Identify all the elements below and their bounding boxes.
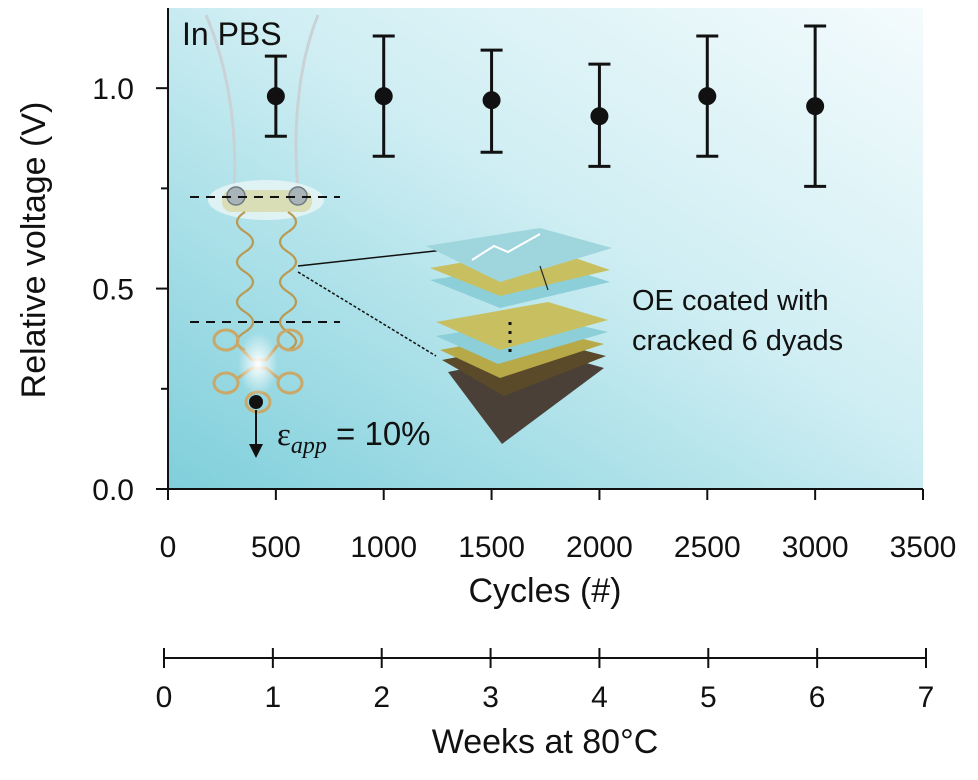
data-point-group (696, 34, 719, 158)
leader-line-upper (297, 249, 445, 267)
data-point (590, 107, 609, 126)
x-tick-label: 3000 (782, 531, 849, 564)
x-tick-label: 500 (251, 531, 301, 564)
strain-arrow-head (249, 444, 263, 458)
pull-point (249, 395, 263, 409)
y-tick-label: 1.0 (92, 73, 134, 106)
strain-label: εapp = 10% (277, 415, 431, 459)
data-point-group (804, 24, 827, 188)
x-tick-label: 3500 (890, 531, 957, 564)
left-wire (204, 14, 237, 191)
secondary-tick-label: 4 (591, 681, 608, 714)
right-wire (294, 14, 320, 191)
data-point (374, 87, 393, 106)
layer-stack-illustration (426, 228, 612, 444)
data-point-group (264, 54, 287, 138)
layer-olive-mid (436, 302, 608, 350)
data-point (482, 91, 501, 110)
x-tick-label: 2000 (566, 531, 633, 564)
x-tick-label: 1500 (458, 531, 525, 564)
secondary-tick-label: 0 (156, 681, 173, 714)
x-tick-label: 0 (160, 531, 177, 564)
x-tick-label: 2500 (674, 531, 741, 564)
x-tick-label: 1000 (350, 531, 417, 564)
data-point-group (372, 34, 395, 158)
y-axis-label: Relative voltage (V) (15, 102, 53, 399)
data-series (264, 24, 827, 188)
data-point (698, 87, 717, 106)
data-point-group (588, 62, 611, 168)
annotation-line-1: OE coated with (632, 285, 829, 317)
electrode-glow (238, 332, 278, 396)
y-tick-label: 0.0 (92, 474, 134, 507)
y-tick-group: 0.0 0.5 1.0 (92, 73, 168, 507)
device-illustration (190, 14, 445, 458)
strain-value: = 10% (327, 415, 431, 452)
strain-subscript: app (291, 433, 327, 459)
secondary-tick-label: 5 (700, 681, 717, 714)
secondary-tick-label: 7 (918, 681, 935, 714)
secondary-tick-group: 0 1 2 3 4 5 6 7 (156, 648, 935, 714)
crack-line-top (471, 233, 541, 261)
leader-line-lower (297, 271, 437, 357)
secondary-axis-label: Weeks at 80°C (432, 723, 659, 761)
data-point (806, 97, 825, 116)
crack-line-mid (539, 265, 549, 291)
x-tick-group: 0 500 1000 1500 2000 2500 3000 3500 (160, 489, 957, 564)
serpentine-left (235, 211, 255, 351)
strain-symbol: ε (277, 417, 291, 453)
secondary-tick-label: 2 (373, 681, 390, 714)
annotation-line-2: cracked 6 dyads (632, 325, 843, 357)
panel-label: In PBS (182, 16, 282, 52)
secondary-tick-label: 1 (265, 681, 282, 714)
secondary-tick-label: 3 (482, 681, 499, 714)
data-point-group (480, 48, 503, 154)
secondary-tick-label: 6 (809, 681, 826, 714)
layer-blue-top (426, 228, 612, 282)
x-axis-label: Cycles (#) (468, 572, 621, 610)
data-point (266, 87, 285, 106)
y-tick-label: 0.5 (92, 274, 134, 307)
